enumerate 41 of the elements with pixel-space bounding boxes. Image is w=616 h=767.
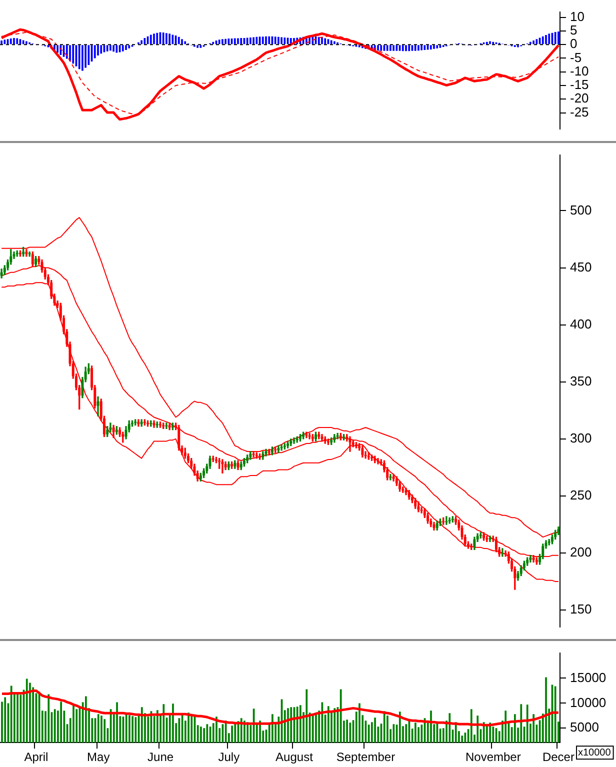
y-tick-label: 450: [570, 259, 592, 274]
candlestick: [448, 517, 451, 524]
y-tick-label: -25: [570, 104, 589, 120]
y-tick-label: 15000: [570, 670, 606, 685]
y-tick-label: -5: [570, 50, 582, 65]
candlestick: [501, 548, 504, 557]
x-tick-label: July: [218, 750, 240, 764]
y-tick-label: 10: [570, 8, 584, 24]
x-tick-label: August: [276, 750, 314, 764]
candlestick: [165, 422, 168, 429]
x-tick-label: November: [465, 750, 521, 764]
candlestick: [308, 432, 311, 440]
x-tick-label: September: [336, 750, 396, 764]
candlestick: [336, 432, 339, 440]
candlestick: [28, 251, 31, 257]
y-tick-label: 10000: [570, 694, 606, 710]
candlestick: [389, 474, 392, 480]
candlestick: [445, 516, 448, 525]
y-tick-label: -15: [570, 77, 589, 92]
y-tick-label: 250: [570, 488, 592, 503]
x-tick-label: May: [87, 750, 110, 764]
y-tick-label: 0: [570, 36, 578, 52]
candlestick: [305, 432, 308, 438]
y-tick-label: 200: [570, 544, 592, 560]
x-tick-label: June: [148, 750, 174, 764]
x-tick-label: April: [24, 750, 48, 764]
y-tick-label: 5000: [570, 720, 599, 735]
y-tick-label: 150: [570, 602, 592, 617]
y-tick-label: 500: [570, 202, 592, 218]
y-tick-label: 300: [570, 430, 592, 446]
y-tick-label: 350: [570, 373, 592, 388]
y-tick-label: -10: [570, 63, 589, 78]
y-tick-label: -20: [570, 90, 589, 106]
candlestick: [252, 451, 255, 458]
y-tick-label: 5: [570, 22, 578, 38]
x-tick-label: Decer: [542, 750, 574, 764]
candlestick: [280, 444, 283, 451]
y-tick-label: 400: [570, 316, 592, 332]
candlestick: [221, 459, 224, 474]
text: x10000: [578, 747, 612, 758]
candlestick: [488, 536, 492, 542]
